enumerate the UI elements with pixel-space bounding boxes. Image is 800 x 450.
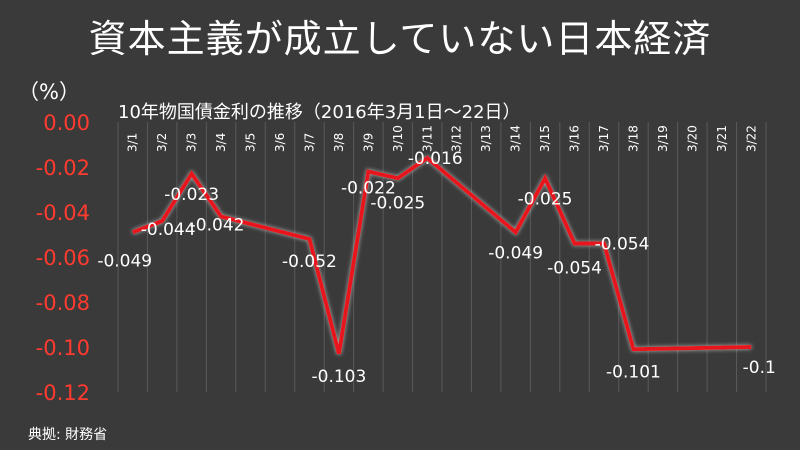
data-label: -0.016: [408, 149, 463, 169]
x-tick-label: 3/11: [420, 125, 434, 152]
x-tick-label: 3/8: [332, 133, 346, 152]
y-tick-label: -0.04: [36, 201, 90, 225]
data-label: -0.025: [370, 193, 425, 213]
series-line: [132, 155, 752, 355]
data-label: -0.023: [164, 185, 219, 205]
series-line-group: [132, 155, 752, 355]
y-axis: 0.00 -0.02 -0.04 -0.06 -0.08 -0.10 -0.12: [36, 111, 90, 405]
x-tick-label: 3/4: [214, 133, 228, 152]
x-tick-label: 3/2: [155, 133, 169, 152]
data-label: -0.049: [488, 243, 543, 263]
x-tick-label: 3/22: [744, 125, 758, 152]
data-labels: -0.049 -0.044 -0.023 -0.042 -0.052 -0.103 -0.0…: [97, 149, 776, 387]
x-tick-label: 3/20: [685, 125, 699, 152]
data-label: -0.025: [518, 189, 573, 209]
y-tick-label: -0.10: [36, 336, 90, 360]
x-tick-label: 3/15: [538, 125, 552, 152]
grid-lines: [117, 122, 767, 392]
data-label: -0.1: [743, 358, 776, 378]
data-label: -0.042: [190, 216, 245, 236]
x-tick-label: 3/14: [509, 125, 523, 152]
y-tick-label: -0.02: [36, 156, 90, 180]
x-tick-label: 3/13: [479, 125, 493, 152]
y-tick-label: 0.00: [43, 111, 90, 135]
data-label: -0.022: [341, 179, 396, 199]
x-tick-label: 3/7: [302, 133, 316, 152]
x-tick-label: 3/6: [273, 133, 287, 152]
data-label: -0.052: [282, 252, 337, 272]
x-tick-label: 3/17: [597, 125, 611, 152]
x-tick-label: 3/1: [126, 133, 140, 152]
x-tick-label: 3/9: [361, 133, 375, 152]
data-label: -0.054: [595, 235, 650, 255]
y-axis-unit-label: （%）: [18, 80, 80, 104]
x-tick-label: 3/18: [626, 125, 640, 152]
data-label: -0.103: [312, 367, 367, 387]
data-label: -0.049: [97, 251, 152, 271]
chart-subtitle: 10年物国債金利の推移（2016年3月1日～22日）: [118, 102, 521, 123]
data-label: -0.101: [606, 362, 661, 382]
x-tick-label: 3/5: [244, 133, 258, 152]
page-title: 資本主義が成立していない日本経済: [88, 17, 712, 61]
y-tick-label: -0.06: [36, 246, 90, 270]
source-note: 典拠: 財務省: [28, 427, 108, 443]
y-tick-label: -0.08: [36, 291, 90, 315]
x-tick-label: 3/21: [715, 125, 729, 152]
x-tick-label: 3/16: [568, 125, 582, 152]
x-tick-label: 3/19: [656, 125, 670, 152]
data-label: -0.044: [141, 220, 196, 240]
x-tick-label: 3/12: [450, 125, 464, 152]
x-tick-label: 3/10: [391, 125, 405, 152]
data-label: -0.054: [547, 259, 602, 279]
x-axis: 3/1 3/2 3/3 3/4 3/5 3/6 3/7 3/8 3/9 3/10 3/11 3/12 3…: [126, 125, 759, 152]
y-tick-label: -0.12: [36, 381, 90, 405]
x-tick-label: 3/3: [185, 133, 199, 152]
